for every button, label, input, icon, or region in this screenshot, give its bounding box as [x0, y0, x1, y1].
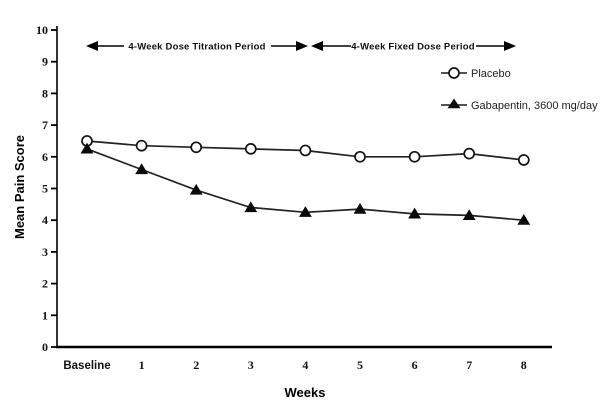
- placebo-data-point: [244, 143, 257, 155]
- right-arrowhead-icon: [504, 41, 516, 51]
- left-arrowhead-icon: [311, 41, 323, 51]
- legend: Placebo Gabapentin, 3600 mg/day: [441, 67, 598, 112]
- x-tick-label: 6: [412, 358, 418, 372]
- y-axis-ticks: 0 1 2 3 4 5 6 7 8 9 10: [36, 23, 57, 354]
- x-tick-label: 5: [357, 358, 363, 372]
- dose-titration-period-label: 4-Week Dose Titration Period: [128, 42, 265, 53]
- filled-triangle-marker-icon: [447, 98, 461, 109]
- x-tick-label: 4: [302, 358, 308, 372]
- legend-label-placebo: Placebo: [471, 68, 511, 80]
- x-tick-label: Baseline: [63, 360, 110, 372]
- fixed-dose-period-label: 4-Week Fixed Dose Period: [351, 42, 474, 53]
- gabapentin-data-point: [80, 142, 94, 154]
- y-tick-label: 3: [42, 245, 48, 259]
- placebo-data-point: [517, 154, 530, 166]
- gabapentin-data-point: [189, 183, 203, 195]
- y-tick-label: 7: [42, 118, 48, 132]
- legend-label-gabapentin: Gabapentin, 3600 mg/day: [471, 100, 598, 112]
- y-tick-label: 1: [42, 308, 48, 322]
- y-tick-label: 5: [42, 182, 48, 196]
- y-tick-label: 0: [42, 340, 48, 354]
- placebo-data-point: [299, 144, 312, 157]
- x-tick-label: 2: [193, 358, 199, 372]
- legend-item-gabapentin: Gabapentin, 3600 mg/day: [441, 98, 598, 112]
- x-axis-title: Weeks: [285, 385, 326, 400]
- right-arrowhead-icon: [296, 41, 308, 51]
- y-axis-title: Mean Pain Score: [12, 135, 27, 239]
- gabapentin-data-point: [408, 207, 421, 219]
- gabapentin-data-point: [244, 201, 258, 213]
- x-axis-labels: Baseline 1 2 3 4 5 6 7 8: [63, 358, 526, 372]
- placebo-data-point: [463, 147, 476, 160]
- y-tick-label: 2: [42, 277, 48, 291]
- x-tick-label: 1: [139, 358, 145, 372]
- left-arrowhead-icon: [86, 41, 98, 51]
- gabapentin-data-point: [517, 214, 531, 225]
- open-circle-marker-icon: [448, 67, 460, 79]
- y-tick-label: 6: [42, 150, 48, 164]
- gabapentin-data-point: [135, 163, 148, 175]
- y-tick-label: 10: [36, 23, 48, 37]
- fixed-dose-period-annotation: 4-Week Fixed Dose Period: [311, 41, 516, 53]
- dose-titration-period-annotation: 4-Week Dose Titration Period: [86, 41, 308, 53]
- placebo-data-point: [190, 141, 203, 154]
- y-tick-label: 8: [42, 86, 48, 100]
- placebo-data-point: [408, 150, 421, 163]
- x-tick-label: 8: [521, 358, 527, 372]
- gabapentin-data-point: [462, 209, 476, 221]
- placebo-data-point: [354, 150, 366, 163]
- placebo-data-point: [135, 139, 148, 152]
- y-tick-label: 4: [42, 213, 48, 227]
- y-tick-label: 9: [42, 55, 48, 69]
- gabapentin-data-point: [299, 206, 312, 217]
- data-series: [80, 135, 531, 225]
- legend-item-placebo: Placebo: [441, 67, 511, 80]
- x-tick-label: 3: [248, 358, 254, 372]
- gabapentin-data-point: [353, 202, 367, 214]
- x-tick-label: 7: [466, 358, 472, 372]
